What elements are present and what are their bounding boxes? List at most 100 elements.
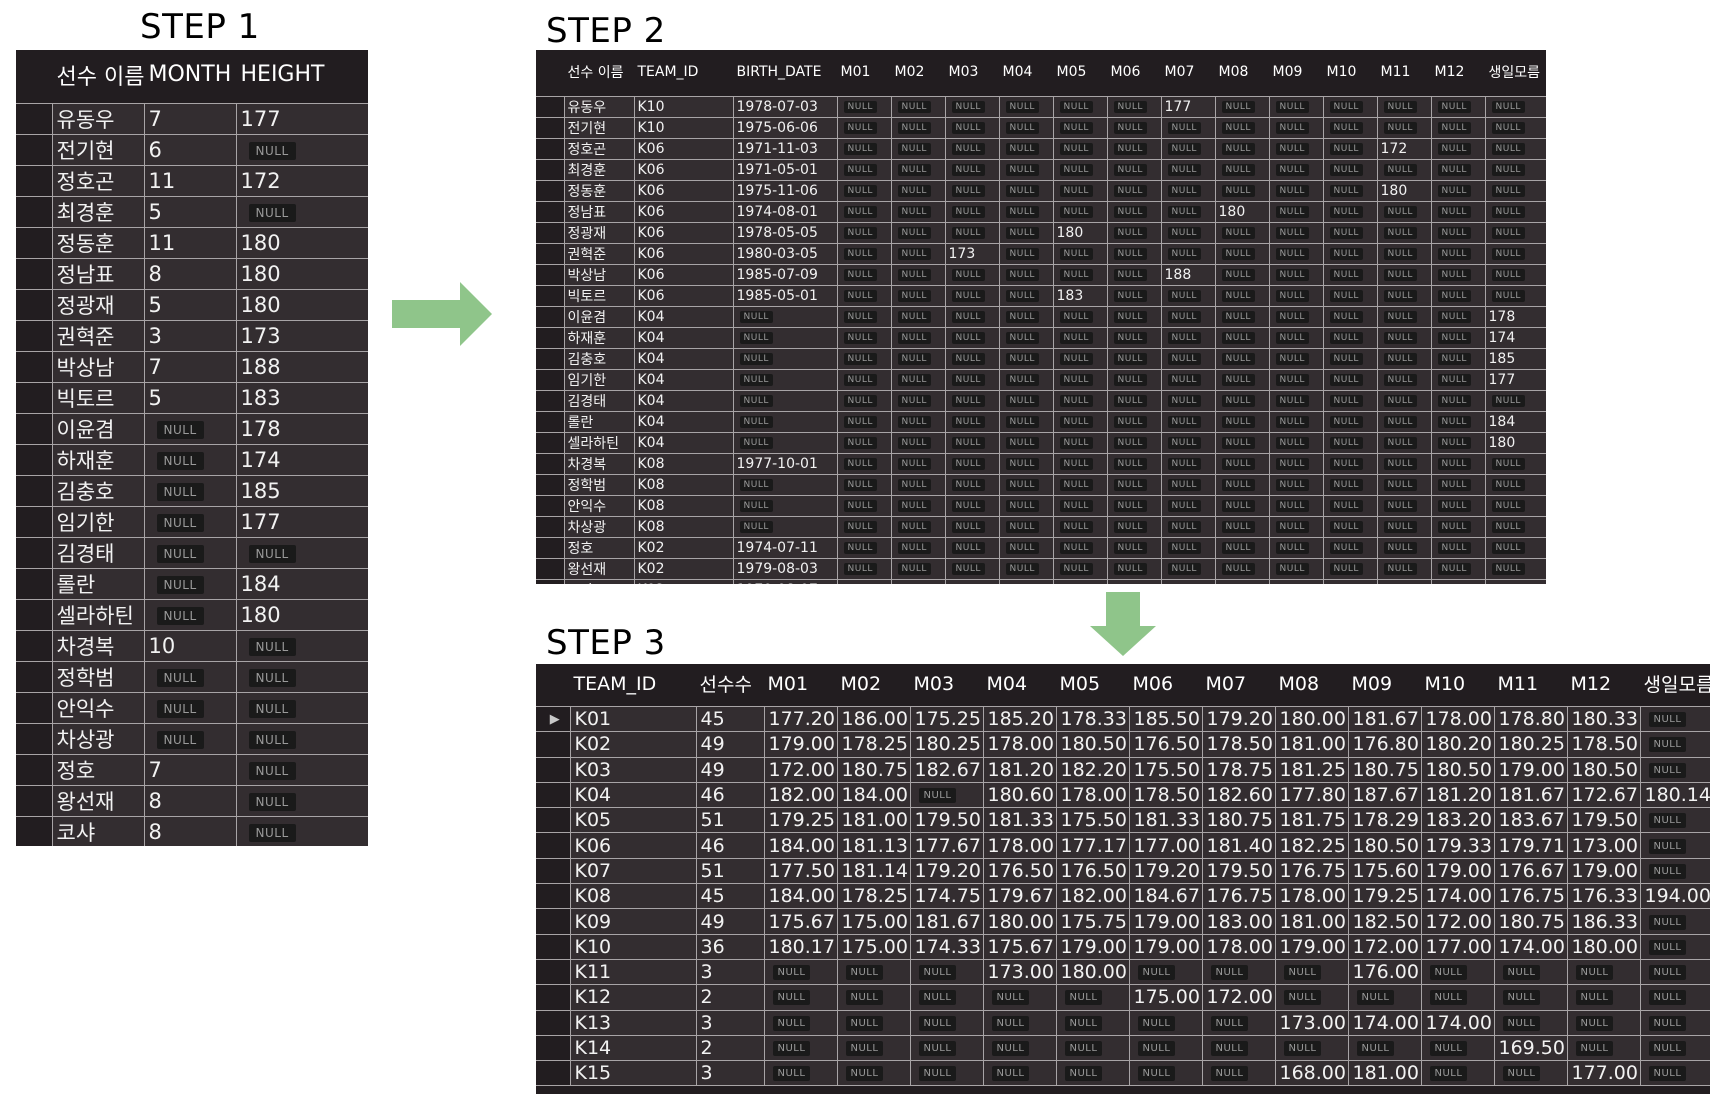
- column-header[interactable]: M05: [1052, 50, 1108, 93]
- row-selector[interactable]: [536, 832, 571, 859]
- table-cell[interactable]: NULL: [1052, 474, 1108, 496]
- table-cell[interactable]: 1979-08-03: [732, 558, 838, 580]
- table-cell[interactable]: 김경태: [51, 537, 145, 569]
- table-row[interactable]: K03 49 172.00 180.75 182.67 181.20 182.20 175.5…: [536, 756, 1710, 783]
- table-cell[interactable]: K08: [633, 495, 734, 517]
- table-cell[interactable]: 181.00: [836, 807, 911, 834]
- row-selector[interactable]: [16, 785, 53, 817]
- table-cell[interactable]: NULL: [1484, 180, 1546, 202]
- table-cell[interactable]: NULL: [143, 506, 237, 538]
- table-cell[interactable]: 180.50: [1055, 731, 1130, 758]
- table-cell[interactable]: 178.50: [1128, 781, 1203, 809]
- table-cell[interactable]: NULL: [944, 180, 1000, 202]
- table-cell[interactable]: 177.80: [1274, 781, 1349, 809]
- table-cell[interactable]: 정호곤: [51, 165, 145, 197]
- table-cell[interactable]: NULL: [1268, 495, 1324, 517]
- table-cell[interactable]: NULL: [1268, 516, 1324, 538]
- table-cell[interactable]: 1978-05-05: [732, 222, 838, 244]
- table-cell[interactable]: 김경태: [563, 390, 635, 412]
- table-cell[interactable]: NULL: [1201, 1034, 1276, 1062]
- row-selector[interactable]: [536, 180, 565, 202]
- table-row[interactable]: 김경태 K04 NULL NULL NULL NULL NULL NULL NULL NULL NU…: [536, 390, 1546, 412]
- table-cell[interactable]: NULL: [1160, 516, 1216, 538]
- table-cell[interactable]: 183.67: [1493, 807, 1568, 834]
- table-cell[interactable]: NULL: [1160, 537, 1216, 559]
- row-selector[interactable]: [16, 661, 53, 693]
- table-cell[interactable]: 177.50: [763, 857, 838, 885]
- table-cell[interactable]: 183: [235, 382, 368, 414]
- table-cell[interactable]: 49: [695, 756, 765, 783]
- table-cell[interactable]: 179.50: [1566, 807, 1641, 834]
- table-cell[interactable]: 정남표: [563, 201, 635, 223]
- table-cell[interactable]: NULL: [1052, 516, 1108, 538]
- table-cell[interactable]: NULL: [1484, 579, 1546, 584]
- table-cell[interactable]: 차상광: [563, 516, 635, 538]
- table-cell[interactable]: NULL: [1214, 453, 1270, 475]
- table-row[interactable]: 안익수 K08 NULL NULL NULL NULL NULL NULL NULL NULL NU…: [536, 495, 1546, 517]
- table-cell[interactable]: NULL: [890, 390, 946, 412]
- table-cell[interactable]: 롤란: [563, 411, 635, 433]
- table-cell[interactable]: NULL: [1430, 579, 1486, 584]
- table-cell[interactable]: 178.29: [1347, 807, 1422, 834]
- table-cell[interactable]: NULL: [1484, 495, 1546, 517]
- table-cell[interactable]: 182.60: [1201, 781, 1276, 809]
- table-cell[interactable]: 172.67: [1566, 781, 1641, 809]
- row-selector[interactable]: [16, 506, 53, 538]
- table-cell[interactable]: NULL: [1420, 1060, 1495, 1087]
- table-cell[interactable]: 1978-07-03: [732, 96, 838, 118]
- table-cell[interactable]: NULL: [1214, 159, 1270, 181]
- table-row[interactable]: 정호 K02 1974-07-11 NULL NULL NULL NULL NULL NULL N…: [536, 537, 1546, 559]
- table-cell[interactable]: NULL: [1639, 933, 1710, 960]
- row-selector[interactable]: [536, 243, 565, 265]
- table-cell[interactable]: NULL: [1052, 327, 1108, 349]
- table-cell[interactable]: NULL: [1160, 495, 1216, 517]
- table-cell[interactable]: 180: [235, 258, 368, 290]
- table-cell[interactable]: K06: [633, 138, 734, 160]
- table-cell[interactable]: K01: [569, 705, 697, 733]
- table-cell[interactable]: NULL: [1274, 984, 1349, 1011]
- table-cell[interactable]: NULL: [890, 579, 946, 584]
- table-cell[interactable]: NULL: [836, 180, 892, 202]
- table-cell[interactable]: 임기한: [51, 506, 145, 538]
- table-cell[interactable]: NULL: [998, 306, 1054, 328]
- table-cell[interactable]: K11: [569, 958, 697, 986]
- table-cell[interactable]: 정호곤: [563, 138, 635, 160]
- table-cell[interactable]: NULL: [143, 475, 237, 507]
- table-cell[interactable]: 박상남: [51, 351, 145, 383]
- table-row[interactable]: 전기현 6 NULL: [16, 134, 368, 166]
- table-cell[interactable]: NULL: [1052, 453, 1108, 475]
- table-cell[interactable]: NULL: [1055, 1034, 1130, 1062]
- table-cell[interactable]: NULL: [890, 159, 946, 181]
- table-cell[interactable]: NULL: [1376, 285, 1432, 307]
- table-cell[interactable]: NULL: [1201, 1060, 1276, 1087]
- table-cell[interactable]: NULL: [1430, 222, 1486, 244]
- table-cell[interactable]: 181.67: [1493, 781, 1568, 809]
- table-row[interactable]: K10 36 180.17 175.00 174.33 175.67 179.00 179.0…: [536, 933, 1710, 960]
- table-cell[interactable]: 하재훈: [51, 444, 145, 476]
- table-cell[interactable]: 181.75: [1274, 807, 1349, 834]
- table-cell[interactable]: NULL: [944, 96, 1000, 118]
- column-header[interactable]: M08: [1274, 664, 1349, 703]
- table-cell[interactable]: NULL: [1106, 369, 1162, 391]
- table-cell[interactable]: NULL: [1430, 432, 1486, 454]
- table-cell[interactable]: 정호: [563, 537, 635, 559]
- table-cell[interactable]: K04: [633, 306, 734, 328]
- table-cell[interactable]: NULL: [1160, 411, 1216, 433]
- table-cell[interactable]: NULL: [1268, 537, 1324, 559]
- table-cell[interactable]: K08: [633, 453, 734, 475]
- step1-result-grid[interactable]: 선수 이름 MONTH HEIGHT 유동우 7 177 전기현 6 NULL 정호곤 11 172 최…: [16, 50, 368, 846]
- table-cell[interactable]: NULL: [235, 816, 368, 846]
- table-cell[interactable]: NULL: [1322, 96, 1378, 118]
- row-selector[interactable]: [536, 453, 565, 475]
- table-cell[interactable]: NULL: [1430, 96, 1486, 118]
- table-cell[interactable]: NULL: [982, 1060, 1057, 1087]
- column-header[interactable]: TEAM_ID: [633, 50, 734, 93]
- table-cell[interactable]: 188: [235, 351, 368, 383]
- row-selector[interactable]: [536, 390, 565, 412]
- table-row[interactable]: 김경태 NULL NULL: [16, 537, 368, 569]
- table-cell[interactable]: NULL: [1493, 984, 1568, 1011]
- row-selector[interactable]: [536, 579, 565, 584]
- table-cell[interactable]: NULL: [1160, 453, 1216, 475]
- table-cell[interactable]: 180: [235, 227, 368, 259]
- table-cell[interactable]: NULL: [836, 432, 892, 454]
